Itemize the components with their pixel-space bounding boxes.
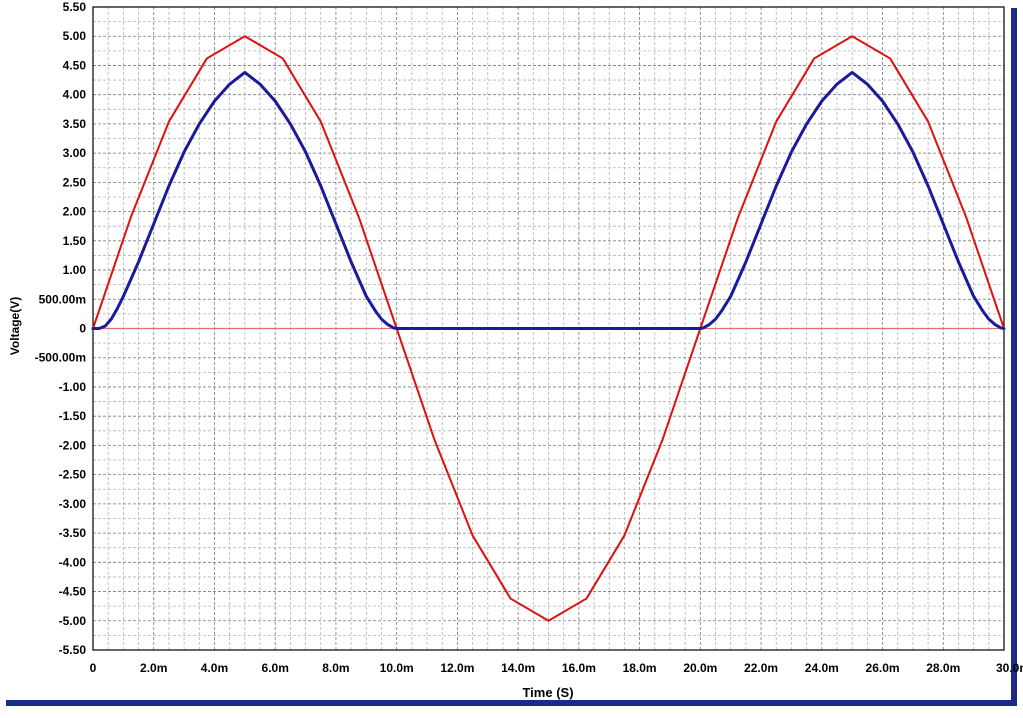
y-tick-label: 5.00 [63, 29, 87, 43]
y-tick-labels: 5.50 5.00 4.50 4.00 3.50 3.00 2.50 2.00 1.50 1.00… [35, 0, 87, 657]
x-tick-label: 10.0m [380, 661, 414, 675]
y-tick-label: 1.00 [63, 263, 87, 277]
y-tick-label: 2.00 [63, 205, 87, 219]
y-tick-label: -4.50 [59, 585, 87, 599]
y-tick-label: 4.50 [63, 58, 87, 72]
y-tick-label: -2.00 [59, 438, 87, 452]
series-layer [91, 35, 1006, 622]
y-tick-label: -5.00 [59, 614, 87, 628]
y-tick-label: -4.00 [59, 555, 87, 569]
y-tick-label: -5.50 [59, 643, 87, 657]
x-tick-label: 6.0m [262, 661, 289, 675]
x-tick-label: 24.0m [805, 661, 839, 675]
x-tick-label: 8.0m [322, 661, 349, 675]
series-line-2 [91, 70, 1006, 330]
x-tick-label: 22.0m [744, 661, 778, 675]
y-tick-label: -3.50 [59, 526, 87, 540]
x-tick-label: 2.0m [140, 661, 167, 675]
x-tick-label: 18.0m [623, 661, 657, 675]
x-tick-label: 4.0m [201, 661, 228, 675]
y-tick-label: 2.50 [63, 175, 87, 189]
y-tick-label: -1.00 [59, 380, 87, 394]
y-tick-label: 0 [79, 322, 86, 336]
x-tick-labels: 0 2.0m 4.0m 6.0m 8.0m 10.0m 12.0m 14.0m 16.0m 18.… [90, 661, 1023, 675]
y-tick-label: 500.00m [39, 292, 86, 306]
x-tick-label: 20.0m [683, 661, 717, 675]
x-tick-label: 0 [90, 661, 97, 675]
y-tick-label: -2.50 [59, 468, 87, 482]
y-tick-label: -1.50 [59, 409, 87, 423]
y-tick-label: -500.00m [35, 351, 86, 365]
x-tick-label: 16.0m [562, 661, 596, 675]
y-tick-label: 3.50 [63, 117, 87, 131]
y-tick-label: 5.50 [63, 0, 87, 14]
y-tick-label: 4.00 [63, 88, 87, 102]
y-tick-label: -3.00 [59, 497, 87, 511]
panel-background [0, 0, 1011, 700]
x-axis-label: Time (S) [522, 685, 573, 700]
x-tick-label: 26.0m [866, 661, 900, 675]
series-line-1 [92, 35, 1005, 622]
x-tick-label: 14.0m [501, 661, 535, 675]
y-axis-label: Voltage(V) [8, 297, 22, 355]
x-tick-label: 12.0m [440, 661, 474, 675]
x-tick-label: 30.0m [996, 661, 1023, 675]
x-tick-label: 28.0m [926, 661, 960, 675]
y-tick-label: 1.50 [63, 234, 87, 248]
y-tick-label: 3.00 [63, 146, 87, 160]
